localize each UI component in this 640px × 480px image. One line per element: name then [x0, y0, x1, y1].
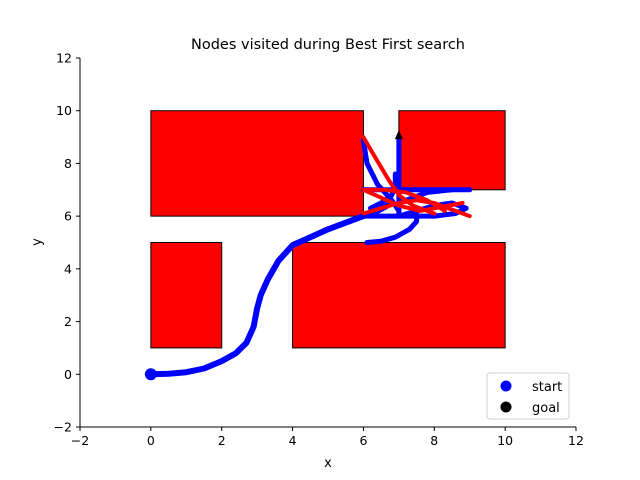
visited-blue-branch-3	[364, 205, 420, 245]
visited-red-branch-0	[361, 135, 437, 216]
y-tick-label: 2	[64, 314, 72, 329]
endpoint-markers	[144, 130, 403, 381]
x-tick-label: 6	[359, 433, 367, 448]
y-tick-label: 0	[64, 367, 72, 382]
visited-nodes	[147, 134, 473, 378]
legend-start-marker	[500, 380, 512, 392]
axes: −2 0 2 4 6 8 10 12 −2 0 2 4 6 8 10 12	[54, 51, 584, 449]
visited-blue-branch-7	[396, 187, 455, 206]
x-axis-label: x	[324, 456, 332, 471]
x-tick-label: 2	[218, 433, 226, 448]
goal-marker	[394, 130, 403, 140]
obstacle-rect-2	[150, 242, 223, 349]
legend-goal-marker	[500, 401, 512, 413]
x-tick-label: 8	[430, 433, 438, 448]
legend-goal-label: goal	[532, 401, 560, 416]
x-tick-label: −2	[71, 433, 89, 448]
start-marker	[144, 368, 157, 381]
visited-red-branch-3	[361, 187, 465, 213]
y-axis-label: y	[30, 238, 45, 246]
obstacle-rect-0	[150, 110, 364, 217]
visited-main-path	[147, 200, 395, 378]
y-tick-label: 8	[64, 156, 72, 171]
y-tick-label: 4	[64, 261, 72, 276]
legend-start-label: start	[532, 380, 562, 395]
y-tick-label: 6	[64, 209, 72, 224]
y-tick-label: 12	[56, 51, 72, 66]
obstacle-rect-1	[398, 110, 506, 191]
visited-blue-branch-5	[368, 171, 398, 211]
chart-title: Nodes visited during Best First search	[191, 37, 465, 53]
y-tick-label: 10	[56, 103, 72, 118]
legend: start goal	[486, 372, 570, 420]
visited-red-branch-1	[361, 198, 472, 219]
visited-red-branch-2	[365, 187, 447, 213]
x-tick-label: 12	[568, 433, 584, 448]
x-tick-label: 0	[147, 433, 155, 448]
obstacles	[150, 110, 506, 349]
x-tick-label: 10	[497, 433, 513, 448]
obstacle-rect-3	[292, 242, 506, 349]
y-tick-label: −2	[54, 420, 72, 435]
x-tick-label: 4	[289, 433, 297, 448]
